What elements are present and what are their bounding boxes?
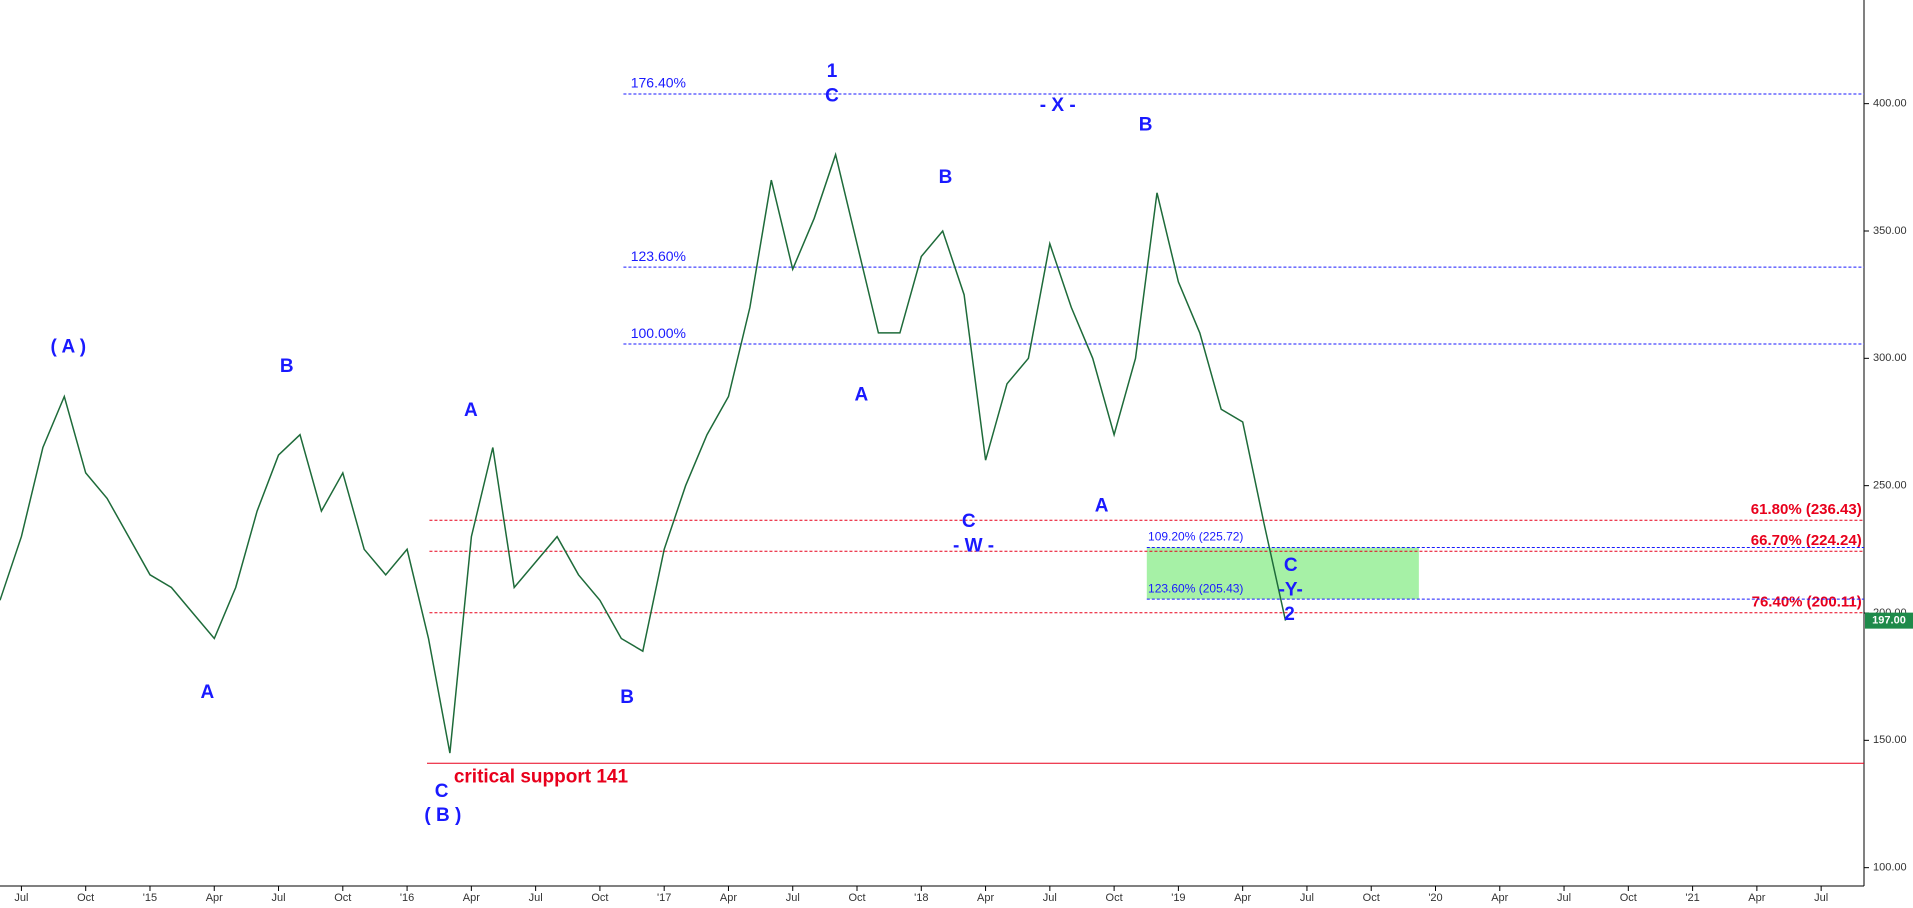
x-tick-label: Oct — [1620, 892, 1637, 904]
y-tick-label: 400.00 — [1873, 98, 1907, 110]
y-tick-label: 350.00 — [1873, 225, 1907, 237]
wave-label: ( A ) — [51, 337, 87, 358]
x-tick-label: '17 — [657, 892, 671, 904]
x-tick-label: Apr — [1491, 892, 1508, 904]
wave-label: - X - — [1040, 95, 1076, 116]
y-tick-label: 300.00 — [1873, 352, 1907, 364]
wave-label: A — [854, 384, 868, 405]
x-tick-label: Apr — [1748, 892, 1765, 904]
x-tick-label: Jul — [1557, 892, 1571, 904]
price-line — [0, 151, 1287, 754]
wave-label: C — [825, 85, 839, 106]
y-tick-label: 100.00 — [1873, 862, 1907, 874]
wave-label: B — [620, 687, 634, 708]
level-label: 100.00% — [631, 325, 686, 341]
x-tick-label: Oct — [334, 892, 351, 904]
x-tick-label: Oct — [77, 892, 94, 904]
y-tick-label: 150.00 — [1873, 734, 1907, 746]
price-tag-label: 197.00 — [1872, 615, 1906, 627]
wave-label: -Y- — [1279, 579, 1303, 600]
wave-label: ( B ) — [424, 805, 461, 826]
level-label: 66.70% (224.24) — [1751, 532, 1862, 549]
level-label: 176.40% — [631, 75, 686, 91]
x-tick-label: '15 — [143, 892, 157, 904]
x-tick-label: Jul — [1300, 892, 1314, 904]
wave-label: B — [1139, 115, 1153, 136]
wave-label: 2 — [1284, 604, 1295, 625]
wave-label: B — [939, 167, 953, 188]
x-tick-label: Oct — [1363, 892, 1380, 904]
wave-label: A — [201, 682, 215, 703]
wave-label: C — [1284, 555, 1298, 576]
wave-label: C — [962, 511, 976, 532]
target-zone — [1146, 547, 1419, 600]
price-tag — [1865, 612, 1913, 629]
x-tick-label: '16 — [400, 892, 414, 904]
x-tick-label: Jul — [14, 892, 28, 904]
x-tick-label: '18 — [914, 892, 928, 904]
level-label: 123.60% (205.43) — [1148, 581, 1243, 595]
level-label: critical support 141 — [454, 766, 629, 787]
x-tick-label: Jul — [529, 892, 543, 904]
x-tick-label: Jul — [1814, 892, 1828, 904]
wave-label: A — [1095, 495, 1109, 516]
x-tick-label: Apr — [463, 892, 480, 904]
level-label: 109.20% (225.72) — [1148, 530, 1243, 544]
y-tick-label: 250.00 — [1873, 480, 1907, 492]
x-tick-label: Oct — [1106, 892, 1123, 904]
x-tick-label: '21 — [1685, 892, 1699, 904]
wave-label: - W - — [953, 536, 994, 557]
wave-label: C — [435, 781, 449, 802]
x-tick-label: Jul — [786, 892, 800, 904]
x-tick-label: Jul — [1043, 892, 1057, 904]
x-tick-label: '20 — [1428, 892, 1442, 904]
x-tick-label: '19 — [1171, 892, 1185, 904]
x-tick-label: Jul — [271, 892, 285, 904]
x-tick-label: Apr — [977, 892, 994, 904]
x-tick-label: Apr — [720, 892, 737, 904]
wave-label: 1 — [827, 61, 838, 82]
x-tick-label: Oct — [848, 892, 865, 904]
level-label: 76.40% (200.11) — [1752, 594, 1862, 611]
x-tick-label: Apr — [1234, 892, 1251, 904]
wave-label: B — [280, 356, 294, 377]
wave-label: A — [464, 400, 478, 421]
level-label: 61.80% (236.43) — [1751, 501, 1862, 518]
level-label: 123.60% — [631, 248, 686, 264]
x-tick-label: Oct — [591, 892, 608, 904]
x-tick-label: Apr — [206, 892, 223, 904]
